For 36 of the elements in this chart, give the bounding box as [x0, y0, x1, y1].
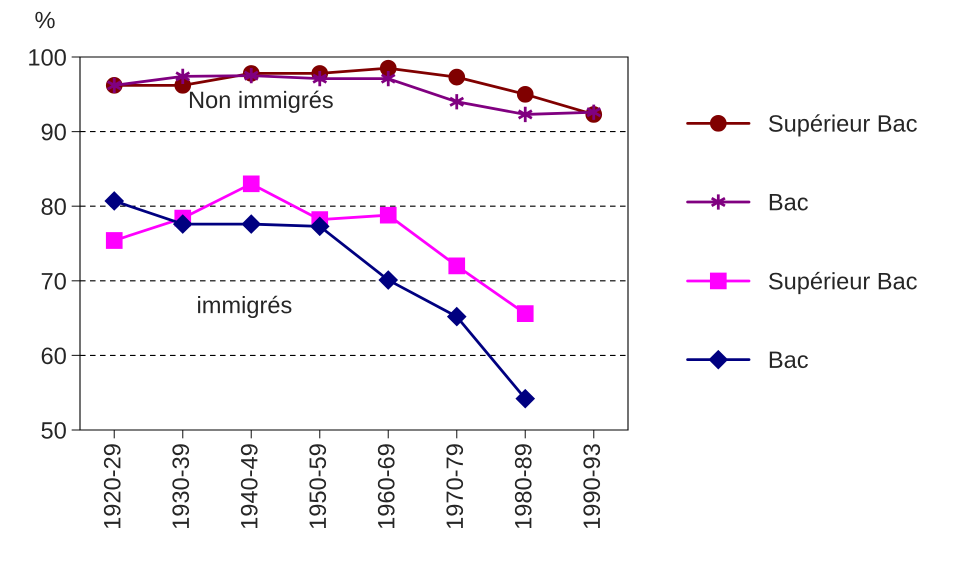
y-tick-label: 70: [42, 272, 66, 290]
point: [516, 305, 534, 322]
point: [380, 60, 397, 77]
x-tick-label: 1940-49: [240, 444, 258, 528]
y-tick-label: 60: [42, 347, 66, 364]
point: [447, 307, 466, 326]
y-tick-label: 90: [42, 124, 66, 140]
x-tick-label: 1920-29: [104, 444, 121, 528]
point: [104, 191, 124, 211]
point: [448, 258, 466, 274]
x-tick-label: 1950-59: [309, 444, 326, 528]
legend-label: Supérieur Bac: [768, 114, 917, 136]
x-tick-label: 1970-79: [446, 444, 464, 528]
y-axis-title: %: [35, 12, 55, 28]
point: [516, 86, 534, 103]
y-tick-label: 100: [29, 49, 66, 66]
point: [173, 214, 192, 234]
x-tick-label: 1960-69: [378, 444, 395, 528]
legend-label: Bac: [770, 352, 808, 368]
y-tick-label: 80: [42, 198, 66, 215]
point: [106, 232, 123, 249]
legend-label: Bac: [770, 194, 808, 210]
x-tick-label: 1990-93: [583, 444, 600, 528]
point: [516, 389, 535, 408]
point: [448, 68, 466, 86]
point: [242, 214, 261, 234]
x-tick-label: 1980-89: [514, 444, 532, 528]
y-tick-label: 50: [41, 422, 66, 439]
point: [242, 175, 260, 192]
annotation: immigrés: [198, 296, 292, 318]
legend-label: Supérieur Bac: [768, 272, 917, 294]
point: [378, 270, 398, 290]
annotation: Non immigrés: [190, 90, 333, 113]
point: [380, 206, 397, 224]
x-tick-label: 1930-39: [172, 444, 190, 528]
point: [310, 216, 330, 236]
